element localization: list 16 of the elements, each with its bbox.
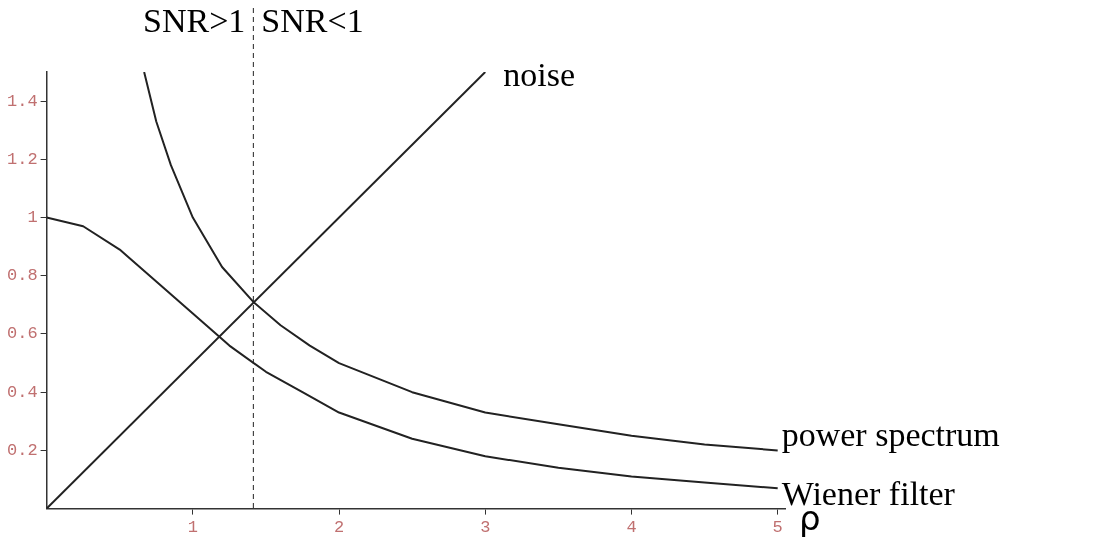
y-tick-label: 1.2 — [7, 149, 38, 169]
y-tick-label: 0.8 — [7, 266, 38, 286]
text: SNR>1 — [143, 1, 246, 39]
x-tick-label: 5 — [772, 518, 783, 538]
y-tick-label: 0.2 — [7, 440, 38, 460]
x-tick-label: 1 — [187, 518, 198, 538]
series-label: power spectrum — [781, 416, 1000, 454]
x-tick-label: 4 — [626, 518, 637, 538]
series-label: noise — [503, 55, 576, 93]
y-tick-label: 0.4 — [7, 382, 38, 402]
x-tick-label: 2 — [333, 518, 345, 538]
y-tick-label: 1.4 — [7, 91, 38, 111]
y-tick-label: 0.6 — [7, 324, 38, 344]
x-tick-label: 3 — [480, 518, 491, 538]
text: SNR<1 — [261, 1, 364, 39]
y-tick-label: 1 — [27, 208, 38, 228]
